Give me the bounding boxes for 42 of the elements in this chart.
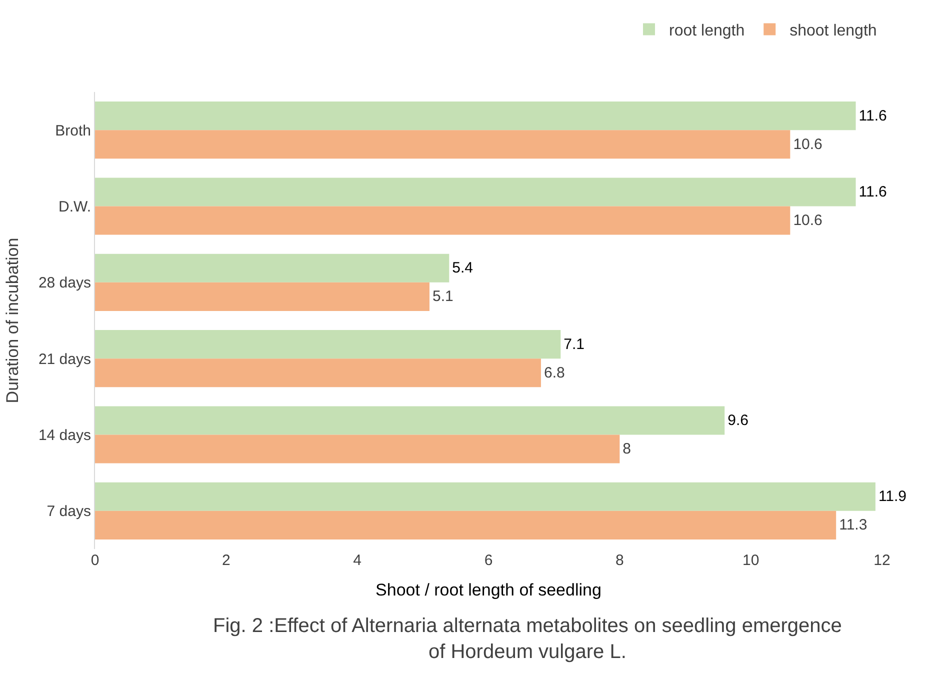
data-label: 5.1 bbox=[432, 288, 454, 306]
data-label: 6.8 bbox=[544, 364, 565, 382]
y-tick-label: 14 days bbox=[38, 427, 91, 444]
y-tick-label: 21 days bbox=[38, 350, 91, 368]
x-axis-title: Shoot / root length of seedling bbox=[376, 580, 602, 600]
legend-label: root length bbox=[669, 22, 745, 40]
bar bbox=[95, 102, 856, 130]
data-label: 11.6 bbox=[858, 183, 887, 200]
x-tick-label: 2 bbox=[222, 552, 230, 569]
bar bbox=[95, 434, 620, 464]
x-tick-label: 10 bbox=[742, 552, 760, 569]
data-label: 5.4 bbox=[452, 260, 474, 277]
bar bbox=[95, 482, 876, 511]
data-label: 9.6 bbox=[728, 412, 748, 429]
data-label: 8 bbox=[622, 440, 632, 458]
legend-label: shoot length bbox=[790, 22, 877, 40]
y-tick-label: Broth bbox=[55, 122, 91, 140]
bar bbox=[95, 358, 541, 388]
caption: Fig. 2 :Effect of Alternaria alternata metabolites on seedling emergence of Hordeum vulgare L. bbox=[213, 615, 842, 663]
y-tick-label: 28 days bbox=[38, 274, 91, 292]
x-tick-label: 0 bbox=[90, 552, 100, 569]
data-label: 10.6 bbox=[793, 212, 822, 230]
y-axis-title: Duration of incubation bbox=[3, 238, 22, 404]
x-tick-label: 8 bbox=[616, 552, 624, 569]
x-tick-label: 6 bbox=[484, 552, 493, 569]
bar bbox=[95, 406, 725, 435]
data-label: 11.6 bbox=[858, 107, 887, 124]
data-label: 11.9 bbox=[878, 488, 907, 506]
y-tick-label: D.W. bbox=[58, 198, 91, 216]
bar bbox=[95, 282, 430, 311]
x-tick-label: 4 bbox=[353, 552, 362, 569]
x-tick-label: 12 bbox=[874, 552, 890, 569]
bar bbox=[95, 254, 450, 282]
bar bbox=[95, 206, 790, 235]
y-tick-label: 7 days bbox=[46, 503, 91, 520]
bar bbox=[95, 130, 790, 159]
bar bbox=[95, 178, 856, 206]
data-label: 10.6 bbox=[793, 136, 822, 153]
data-label: 11.3 bbox=[839, 516, 868, 534]
bar bbox=[95, 510, 836, 540]
data-label: 7.1 bbox=[564, 336, 584, 353]
bar bbox=[95, 330, 561, 359]
